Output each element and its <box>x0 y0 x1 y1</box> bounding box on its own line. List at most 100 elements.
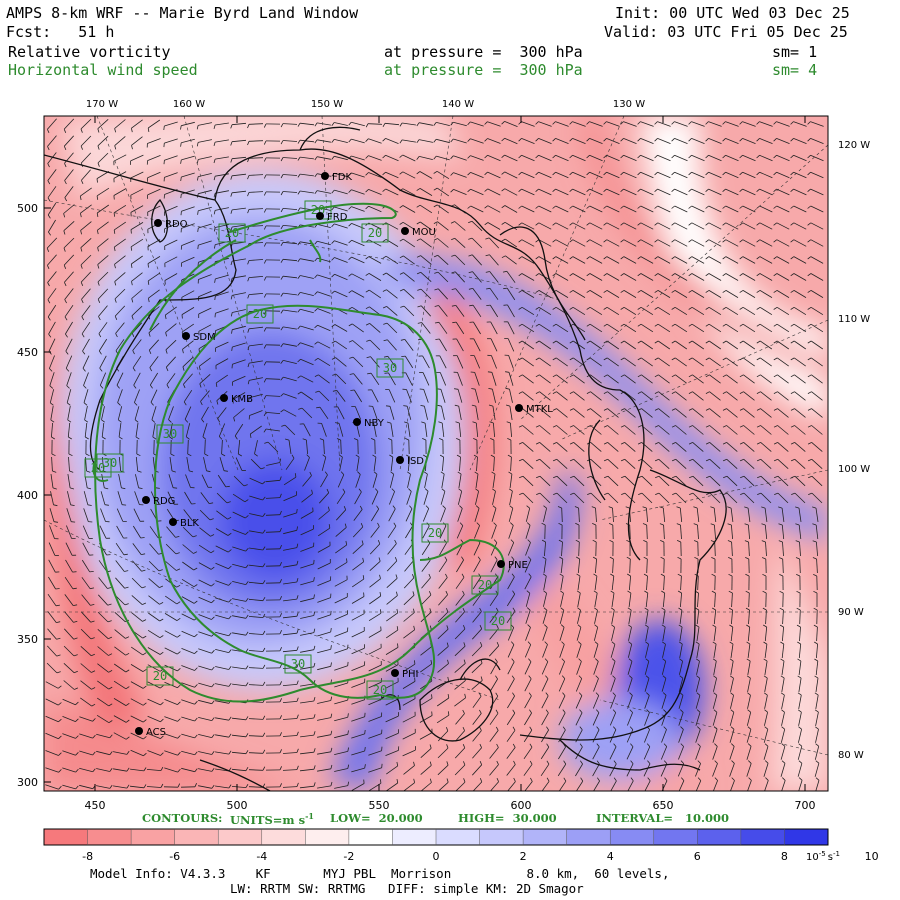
wind-barb-flag <box>773 442 778 445</box>
wind-barb <box>797 763 803 777</box>
wind-barb <box>454 764 466 776</box>
wind-barb <box>525 610 531 624</box>
wind-barb-flag <box>297 122 301 127</box>
wind-barb <box>198 768 212 772</box>
wind-barb-flag <box>296 646 299 651</box>
wind-barb <box>470 155 484 161</box>
wind-barb <box>759 171 773 179</box>
wind-barb-flag <box>620 290 625 293</box>
wind-barb-flag <box>313 782 316 787</box>
wind-barb <box>678 729 684 743</box>
wind-barb <box>421 542 431 556</box>
wind-barb-flag <box>47 197 51 202</box>
wind-barb-flag <box>385 405 391 407</box>
wind-barb <box>697 575 699 591</box>
wind-barb-flag <box>69 487 75 490</box>
wind-barb-flag <box>722 121 726 125</box>
wind-barb-flag <box>797 692 802 696</box>
wind-barb <box>692 492 704 504</box>
wind-barb-flag <box>596 760 600 765</box>
wind-barb <box>521 121 535 127</box>
wind-barb <box>798 678 802 692</box>
wind-barb <box>148 595 160 605</box>
wind-barb <box>457 389 463 403</box>
wind-barb <box>300 358 314 366</box>
wind-barb <box>628 610 632 624</box>
wind-barb-flag <box>603 188 607 193</box>
wind-barb <box>49 372 55 386</box>
wind-barb <box>610 780 617 791</box>
wind-barb-flag <box>727 506 732 509</box>
wind-barb-flag <box>382 123 386 127</box>
wind-barb-flag <box>780 641 785 645</box>
wind-barb <box>663 575 665 591</box>
wind-barb-flag <box>535 205 539 209</box>
wind-barb-flag <box>773 340 778 344</box>
wind-barb <box>506 287 516 301</box>
wind-barb-flag <box>296 629 299 634</box>
wind-barb-flag <box>654 273 659 277</box>
wind-barb-flag <box>798 760 803 764</box>
wind-barb-flag <box>211 751 215 755</box>
wind-barb-flag <box>552 188 556 193</box>
wind-barb <box>662 627 666 641</box>
wind-barb-flag <box>262 647 266 652</box>
wind-barb-flag <box>518 239 523 243</box>
wind-barb <box>67 474 71 488</box>
wind-barb <box>691 222 705 230</box>
wind-barb-flag <box>433 221 438 224</box>
wind-barb-flag <box>519 492 524 495</box>
wind-barb-flag <box>194 734 198 739</box>
wind-barb <box>776 340 790 350</box>
wind-barb <box>556 459 568 469</box>
wind-barb <box>83 389 89 403</box>
wind-barb <box>793 290 807 298</box>
wind-barb-flag <box>365 323 370 326</box>
wind-barb-flag <box>233 417 236 422</box>
wind-barb <box>181 223 195 229</box>
wind-barb <box>709 475 721 487</box>
wind-barb-flag <box>812 540 817 543</box>
contour-label-text: 30 <box>291 657 305 671</box>
wind-barb <box>746 763 752 777</box>
contour-label-text: 20 <box>153 669 167 683</box>
wind-barb <box>765 541 767 557</box>
wind-barb-flag <box>512 607 516 612</box>
wind-barb-flag <box>722 222 727 226</box>
wind-barb-flag <box>807 425 812 428</box>
wind-barb-flag <box>92 734 96 739</box>
wind-barb <box>437 611 449 623</box>
wind-barb <box>81 321 91 335</box>
wind-barb <box>386 765 398 775</box>
wind-barb <box>811 442 823 452</box>
wind-barb-flag <box>693 506 698 509</box>
wind-barb-flag <box>637 171 641 176</box>
wind-barb <box>692 391 704 401</box>
wind-barb-flag <box>348 138 352 143</box>
wind-barb <box>300 666 314 670</box>
wind-barb-flag <box>108 653 113 656</box>
wind-barb <box>166 526 176 538</box>
wind-barb <box>525 542 531 556</box>
wind-barb <box>524 661 532 675</box>
wind-barb <box>712 746 718 760</box>
wind-barb <box>235 457 243 471</box>
wind-barb <box>506 712 516 726</box>
wind-barb-flag <box>445 590 448 595</box>
wind-barb-flag <box>377 540 381 545</box>
wind-barb-flag <box>576 590 581 594</box>
wind-barb-flag <box>779 590 784 594</box>
wind-barb <box>543 508 547 522</box>
wind-barb-flag <box>92 751 96 756</box>
wind-barb <box>439 525 447 539</box>
wind-barb <box>82 525 90 539</box>
wind-barb <box>743 425 755 435</box>
wind-barb-flag <box>778 523 783 526</box>
wind-barb-flag <box>637 323 642 327</box>
colorbar-label: 8 <box>781 850 788 863</box>
wind-barb <box>456 525 464 539</box>
wind-barb <box>117 406 123 420</box>
wind-barb <box>101 422 105 438</box>
wind-barb-flag <box>56 637 61 640</box>
wind-barb <box>334 648 348 654</box>
